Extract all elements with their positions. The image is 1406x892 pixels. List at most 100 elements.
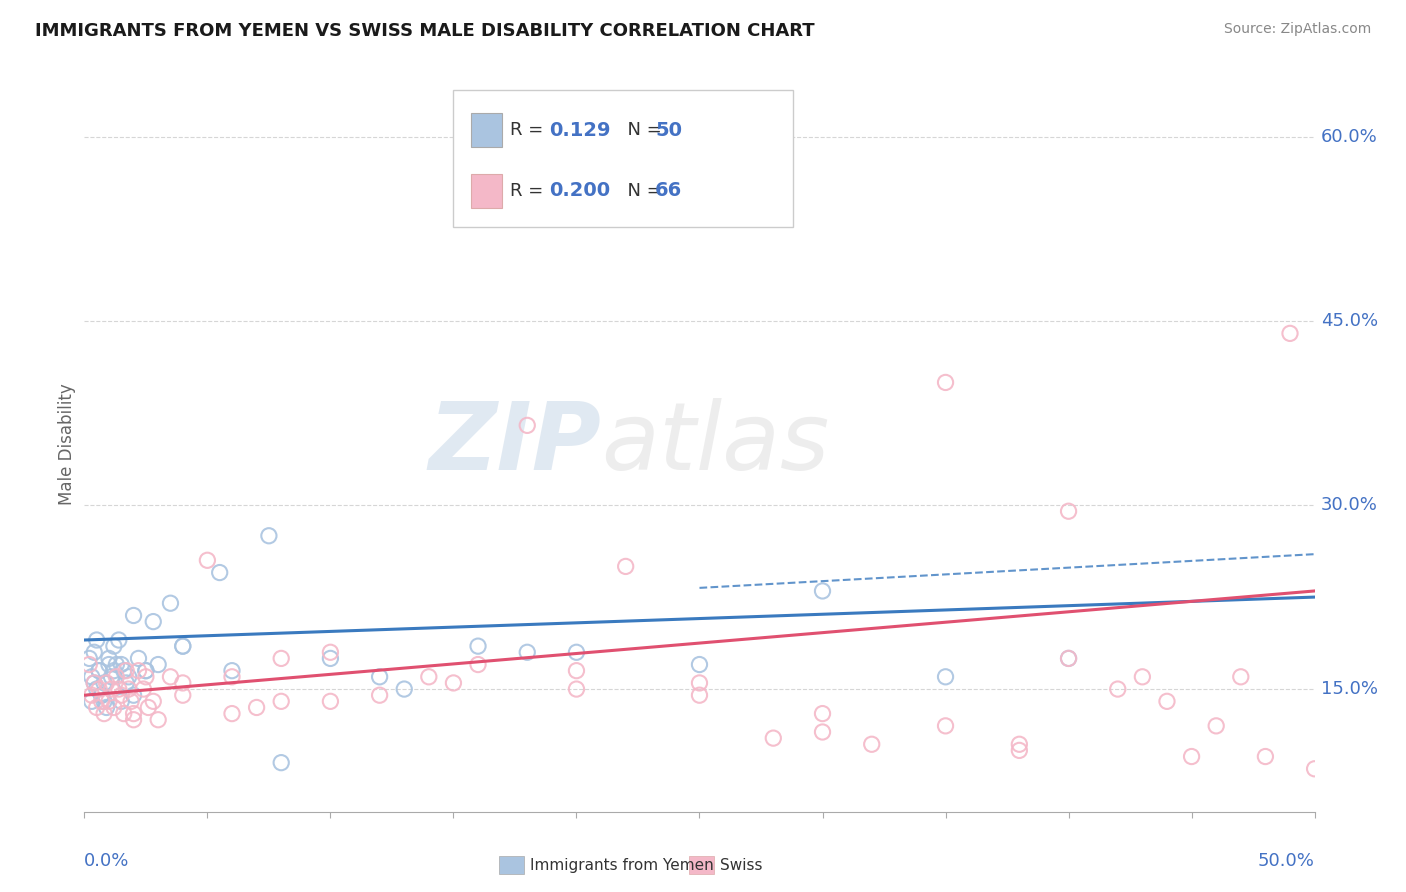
Point [935, 376, 957, 390]
Point [110, 657, 132, 672]
Text: 45.0%: 45.0% [1320, 312, 1378, 330]
Point [132, 681, 155, 696]
Point [79, 651, 101, 665]
Point [103, 639, 125, 653]
Point [103, 664, 125, 678]
Point [83, 676, 105, 690]
Point [172, 639, 194, 653]
Point [467, 657, 489, 672]
Point [83, 645, 105, 659]
Point [467, 639, 489, 653]
Point [142, 694, 165, 708]
Point [128, 651, 150, 665]
Point [443, 676, 465, 690]
Point [122, 706, 145, 721]
Point [257, 529, 280, 543]
Point [221, 706, 243, 721]
Point [87, 664, 111, 678]
Point [86, 700, 108, 714]
Text: IMMIGRANTS FROM YEMEN VS SWISS MALE DISABILITY CORRELATION CHART: IMMIGRANTS FROM YEMEN VS SWISS MALE DISA… [35, 22, 814, 40]
Point [172, 676, 194, 690]
Point [100, 670, 122, 684]
Point [565, 681, 588, 696]
Point [90, 688, 112, 702]
Point [270, 756, 292, 770]
Point [135, 664, 157, 678]
Text: 15.0%: 15.0% [1320, 680, 1378, 698]
Point [614, 559, 637, 574]
Point [394, 681, 416, 696]
Y-axis label: Male Disability: Male Disability [58, 383, 76, 505]
Point [1130, 670, 1153, 684]
Text: 50: 50 [655, 120, 682, 140]
Point [115, 676, 138, 690]
Point [368, 688, 391, 702]
Text: Swiss: Swiss [720, 858, 762, 872]
Point [115, 664, 138, 678]
Point [142, 615, 165, 629]
Point [135, 664, 157, 678]
Point [79, 657, 101, 672]
Point [105, 657, 128, 672]
Point [118, 670, 141, 684]
Point [148, 713, 170, 727]
Point [319, 651, 342, 665]
Text: 0.200: 0.200 [550, 181, 610, 201]
Point [811, 583, 834, 598]
Text: atlas: atlas [602, 398, 830, 490]
Point [83, 676, 105, 690]
Point [96, 676, 118, 690]
Point [90, 688, 112, 702]
Point [1057, 504, 1080, 518]
Point [98, 651, 120, 665]
Point [221, 670, 243, 684]
Point [1156, 694, 1178, 708]
Point [1057, 651, 1080, 665]
Point [1107, 681, 1129, 696]
Point [128, 664, 150, 678]
Point [112, 664, 135, 678]
Point [565, 645, 588, 659]
Point [120, 694, 142, 708]
Text: R =: R = [510, 121, 555, 139]
Point [86, 681, 108, 696]
Point [935, 670, 957, 684]
Point [148, 657, 170, 672]
Point [98, 657, 120, 672]
Point [172, 688, 194, 702]
Point [172, 639, 194, 653]
Text: N =: N = [616, 182, 668, 200]
Text: ZIP: ZIP [429, 398, 602, 490]
Text: 50.0%: 50.0% [1258, 852, 1315, 871]
Point [108, 633, 129, 648]
Point [1303, 762, 1326, 776]
Text: 0.0%: 0.0% [84, 852, 129, 871]
Point [270, 651, 292, 665]
Point [93, 694, 115, 708]
Point [90, 694, 112, 708]
Point [122, 608, 145, 623]
Point [135, 670, 157, 684]
Point [80, 694, 103, 708]
Point [112, 706, 135, 721]
Point [93, 706, 115, 721]
Point [935, 719, 957, 733]
Point [221, 664, 243, 678]
Point [1008, 737, 1031, 751]
Point [1205, 719, 1227, 733]
Text: 60.0%: 60.0% [1320, 128, 1378, 146]
Point [565, 664, 588, 678]
Point [1279, 326, 1302, 341]
Text: Source: ZipAtlas.com: Source: ZipAtlas.com [1223, 22, 1371, 37]
Point [246, 700, 269, 714]
Text: 0.129: 0.129 [550, 120, 612, 140]
Text: 66: 66 [655, 181, 682, 201]
Point [86, 633, 108, 648]
Point [689, 676, 711, 690]
Point [1057, 651, 1080, 665]
Point [762, 731, 785, 746]
Point [93, 676, 115, 690]
Point [208, 566, 231, 580]
Point [811, 706, 834, 721]
Point [87, 664, 111, 678]
